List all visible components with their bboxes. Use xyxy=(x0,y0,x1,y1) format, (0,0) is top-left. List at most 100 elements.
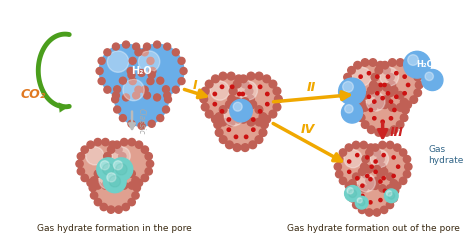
Circle shape xyxy=(145,168,152,175)
Circle shape xyxy=(163,106,170,114)
Text: Classic: Classic xyxy=(137,108,146,134)
Circle shape xyxy=(91,192,98,199)
Circle shape xyxy=(79,142,124,187)
Circle shape xyxy=(246,96,254,104)
Circle shape xyxy=(109,142,116,149)
Circle shape xyxy=(370,150,389,168)
Circle shape xyxy=(358,206,366,214)
Circle shape xyxy=(392,188,399,195)
Circle shape xyxy=(341,102,363,124)
Circle shape xyxy=(369,201,372,204)
Circle shape xyxy=(364,144,409,190)
Circle shape xyxy=(238,82,257,101)
Circle shape xyxy=(133,184,140,192)
Circle shape xyxy=(367,96,371,99)
Circle shape xyxy=(381,62,389,70)
Circle shape xyxy=(107,52,129,73)
Circle shape xyxy=(138,70,145,77)
Circle shape xyxy=(339,178,346,185)
Circle shape xyxy=(383,67,390,75)
Circle shape xyxy=(345,144,353,152)
Circle shape xyxy=(154,42,161,49)
Text: III: III xyxy=(389,126,403,138)
Circle shape xyxy=(375,129,383,137)
Circle shape xyxy=(347,160,351,164)
Circle shape xyxy=(390,180,397,187)
Circle shape xyxy=(356,196,368,209)
Circle shape xyxy=(379,199,382,202)
Circle shape xyxy=(381,206,388,214)
Circle shape xyxy=(403,156,410,163)
Circle shape xyxy=(102,182,109,190)
Circle shape xyxy=(367,72,371,76)
Circle shape xyxy=(210,82,229,101)
Circle shape xyxy=(87,180,94,187)
Circle shape xyxy=(227,118,230,122)
Circle shape xyxy=(91,177,98,184)
Circle shape xyxy=(114,106,121,114)
Circle shape xyxy=(376,92,379,96)
Text: Gas hydrate formation out of the pore: Gas hydrate formation out of the pore xyxy=(287,223,459,232)
Circle shape xyxy=(241,111,249,118)
Circle shape xyxy=(396,92,404,100)
Circle shape xyxy=(361,104,369,112)
Circle shape xyxy=(349,195,356,202)
Circle shape xyxy=(422,70,443,91)
Circle shape xyxy=(258,86,262,89)
Circle shape xyxy=(389,60,396,67)
Circle shape xyxy=(108,146,115,154)
Circle shape xyxy=(144,92,150,100)
Circle shape xyxy=(367,144,374,152)
Circle shape xyxy=(115,163,122,170)
Circle shape xyxy=(178,78,185,85)
Circle shape xyxy=(375,84,383,92)
Circle shape xyxy=(365,175,369,178)
Circle shape xyxy=(395,72,398,76)
Circle shape xyxy=(414,90,421,97)
Circle shape xyxy=(147,58,154,65)
Circle shape xyxy=(110,158,133,181)
Circle shape xyxy=(365,156,369,159)
Circle shape xyxy=(389,104,396,112)
Circle shape xyxy=(378,163,385,170)
Circle shape xyxy=(372,144,379,152)
Circle shape xyxy=(265,93,269,96)
Circle shape xyxy=(173,87,179,94)
Circle shape xyxy=(100,161,109,170)
Circle shape xyxy=(138,52,160,73)
Circle shape xyxy=(346,62,392,109)
Circle shape xyxy=(382,154,385,157)
Circle shape xyxy=(370,166,374,168)
Circle shape xyxy=(375,67,383,75)
Circle shape xyxy=(400,178,407,185)
Circle shape xyxy=(397,166,400,168)
Circle shape xyxy=(393,182,401,190)
Circle shape xyxy=(99,171,117,189)
Circle shape xyxy=(164,96,172,103)
Circle shape xyxy=(357,198,362,203)
Circle shape xyxy=(359,87,406,134)
Circle shape xyxy=(360,185,367,192)
Circle shape xyxy=(376,76,379,79)
Circle shape xyxy=(109,180,116,187)
Circle shape xyxy=(369,178,372,181)
Circle shape xyxy=(348,96,355,104)
Circle shape xyxy=(361,121,369,129)
Circle shape xyxy=(356,154,359,157)
Circle shape xyxy=(112,44,119,51)
Circle shape xyxy=(255,136,263,144)
Circle shape xyxy=(382,177,385,180)
Circle shape xyxy=(381,168,388,176)
Circle shape xyxy=(237,103,241,106)
Circle shape xyxy=(81,174,88,182)
Circle shape xyxy=(215,129,223,137)
Circle shape xyxy=(135,87,142,94)
Circle shape xyxy=(362,171,369,178)
Circle shape xyxy=(356,107,364,114)
Circle shape xyxy=(219,73,227,80)
Circle shape xyxy=(104,87,111,94)
Circle shape xyxy=(383,84,391,92)
Circle shape xyxy=(205,111,213,118)
Circle shape xyxy=(387,74,394,82)
Circle shape xyxy=(219,106,227,114)
